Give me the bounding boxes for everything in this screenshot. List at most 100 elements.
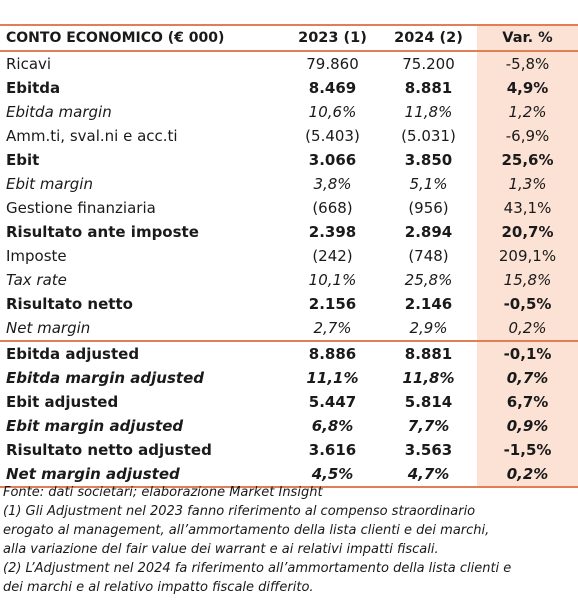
- table-row: Ebitda margin 10,6% 11,8% 1,2%: [0, 100, 578, 124]
- value-2023: (668): [312, 199, 353, 217]
- table-header-row: CONTO ECONOMICO (€ 000) 2023 (1) 2024 (2…: [0, 24, 578, 52]
- value-2024: 11,8%: [402, 369, 455, 387]
- value-2024: 5,1%: [409, 175, 448, 193]
- value-2023: 8.886: [308, 345, 357, 363]
- value-2024: 7,7%: [407, 417, 450, 435]
- value-2023: 5.447: [308, 393, 357, 411]
- value-var: -0,5%: [477, 292, 578, 316]
- row-label: Ebit margin adjusted: [6, 417, 184, 435]
- table-row: Ebitda margin adjusted 11,1% 11,8% 0,7%: [0, 366, 578, 390]
- row-label: Ebitda adjusted: [6, 345, 140, 363]
- value-var: 0,2%: [477, 462, 578, 488]
- row-label: Gestione finanziaria: [6, 199, 156, 217]
- value-var: 4,9%: [477, 76, 578, 100]
- value-var: 209,1%: [477, 244, 578, 268]
- value-2024: 3.563: [404, 441, 453, 459]
- table-row: Ebit margin 3,8% 5,1% 1,3%: [0, 172, 578, 196]
- value-2023: 79.860: [306, 55, 359, 73]
- table-row: Ebit margin adjusted 6,8% 7,7% 0,9%: [0, 414, 578, 438]
- value-2023: 11,1%: [306, 369, 359, 387]
- header-2024: 2024 (2): [380, 24, 477, 52]
- table-row: Imposte (242) (748) 209,1%: [0, 244, 578, 268]
- header-2023: 2023 (1): [285, 24, 380, 52]
- value-var: -5,8%: [477, 51, 578, 76]
- value-var: 20,7%: [477, 220, 578, 244]
- income-statement-table: CONTO ECONOMICO (€ 000) 2023 (1) 2024 (2…: [0, 24, 578, 488]
- row-label: Ebit adjusted: [6, 393, 119, 411]
- value-2024: 2,9%: [380, 316, 477, 342]
- value-2024: (748): [408, 247, 449, 265]
- value-2024: 11,8%: [404, 103, 453, 121]
- header-title: CONTO ECONOMICO (€ 000): [0, 24, 285, 52]
- value-2024: 75.200: [402, 55, 455, 73]
- row-label: Amm.ti, sval.ni e acc.ti: [6, 127, 178, 145]
- row-label: Risultato netto: [6, 295, 133, 313]
- value-2024: 2.894: [404, 223, 453, 241]
- value-var: 15,8%: [477, 268, 578, 292]
- value-2024: 4,7%: [380, 462, 477, 488]
- value-2023: 3.616: [308, 441, 357, 459]
- footnotes: Fonte: dati societari; elaborazione Mark…: [3, 483, 575, 597]
- table-row: Net margin adjusted 4,5% 4,7% 0,2%: [0, 462, 578, 488]
- value-2024: 8.881: [404, 79, 453, 97]
- value-2023: 2.398: [308, 223, 357, 241]
- table-body: Ricavi 79.860 75.200 -5,8% Ebitda 8.469 8.881 4…: [0, 51, 578, 488]
- value-2024: (956): [408, 199, 449, 217]
- table-row: Risultato ante imposte 2.398 2.894 20,7%: [0, 220, 578, 244]
- value-2024: 3.850: [404, 151, 453, 169]
- header-var: Var. %: [477, 24, 578, 52]
- value-var: -1,5%: [477, 438, 578, 462]
- note-1-line-2: erogato al management, all’ammortamento …: [3, 523, 490, 538]
- table-row: Net margin 2,7% 2,9% 0,2%: [0, 316, 578, 342]
- value-var: 1,2%: [477, 100, 578, 124]
- table-row: Gestione finanziaria (668) (956) 43,1%: [0, 196, 578, 220]
- row-label: Risultato ante imposte: [6, 223, 199, 241]
- value-2023: 2,7%: [285, 316, 380, 342]
- value-2023: 8.469: [308, 79, 357, 97]
- table-row: Ebit adjusted 5.447 5.814 6,7%: [0, 390, 578, 414]
- table-row: Risultato netto 2.156 2.146 -0,5%: [0, 292, 578, 316]
- row-label: Net margin adjusted: [0, 462, 285, 488]
- row-label: Ebitda margin: [6, 103, 112, 121]
- row-label: Imposte: [6, 247, 67, 265]
- note-1-line-1: (1) Gli Adjustment nel 2023 fanno riferi…: [3, 504, 476, 519]
- table-row: Tax rate 10,1% 25,8% 15,8%: [0, 268, 578, 292]
- row-label: Ricavi: [6, 55, 52, 73]
- table-row: Ricavi 79.860 75.200 -5,8%: [0, 51, 578, 76]
- value-2023: (242): [312, 247, 353, 265]
- table-row: Risultato netto adjusted 3.616 3.563 -1,5%: [0, 438, 578, 462]
- note-2-line-2: dei marchi e al relativo impatto fiscale…: [3, 580, 314, 595]
- table-row: Amm.ti, sval.ni e acc.ti (5.403) (5.031) -6…: [0, 124, 578, 148]
- row-label: Ebitda margin adjusted: [6, 369, 204, 387]
- row-label: Ebitda: [6, 79, 61, 97]
- value-var: 6,7%: [477, 390, 578, 414]
- row-label: Tax rate: [6, 271, 67, 289]
- value-2023: (5.403): [305, 127, 360, 145]
- value-2023: 3.066: [308, 151, 357, 169]
- value-2023: 3,8%: [313, 175, 352, 193]
- value-var: 25,6%: [477, 148, 578, 172]
- row-label: Net margin: [0, 316, 285, 342]
- value-var: 1,3%: [477, 172, 578, 196]
- value-var: -0,1%: [477, 341, 578, 366]
- value-var: 0,9%: [477, 414, 578, 438]
- value-2023: 10,1%: [308, 271, 357, 289]
- table-row: Ebitda 8.469 8.881 4,9%: [0, 76, 578, 100]
- value-2023: 2.156: [308, 295, 357, 313]
- source-note: Fonte: dati societari; elaborazione Mark…: [3, 485, 323, 500]
- note-1-line-3: alla variazione del fair value dei warra…: [3, 542, 439, 557]
- value-2024: (5.031): [401, 127, 456, 145]
- value-2024: 25,8%: [404, 271, 453, 289]
- value-2024: 8.881: [404, 345, 453, 363]
- value-2023: 4,5%: [285, 462, 380, 488]
- table-row: Ebit 3.066 3.850 25,6%: [0, 148, 578, 172]
- value-var: 0,7%: [477, 366, 578, 390]
- table-row: Ebitda adjusted 8.886 8.881 -0,1%: [0, 341, 578, 366]
- value-var: 43,1%: [477, 196, 578, 220]
- value-var: 0,2%: [477, 316, 578, 342]
- note-2-line-1: (2) L’Adjustment nel 2024 fa riferimento…: [3, 561, 512, 576]
- value-2024: 2.146: [404, 295, 453, 313]
- row-label: Risultato netto adjusted: [6, 441, 212, 459]
- value-2024: 5.814: [404, 393, 453, 411]
